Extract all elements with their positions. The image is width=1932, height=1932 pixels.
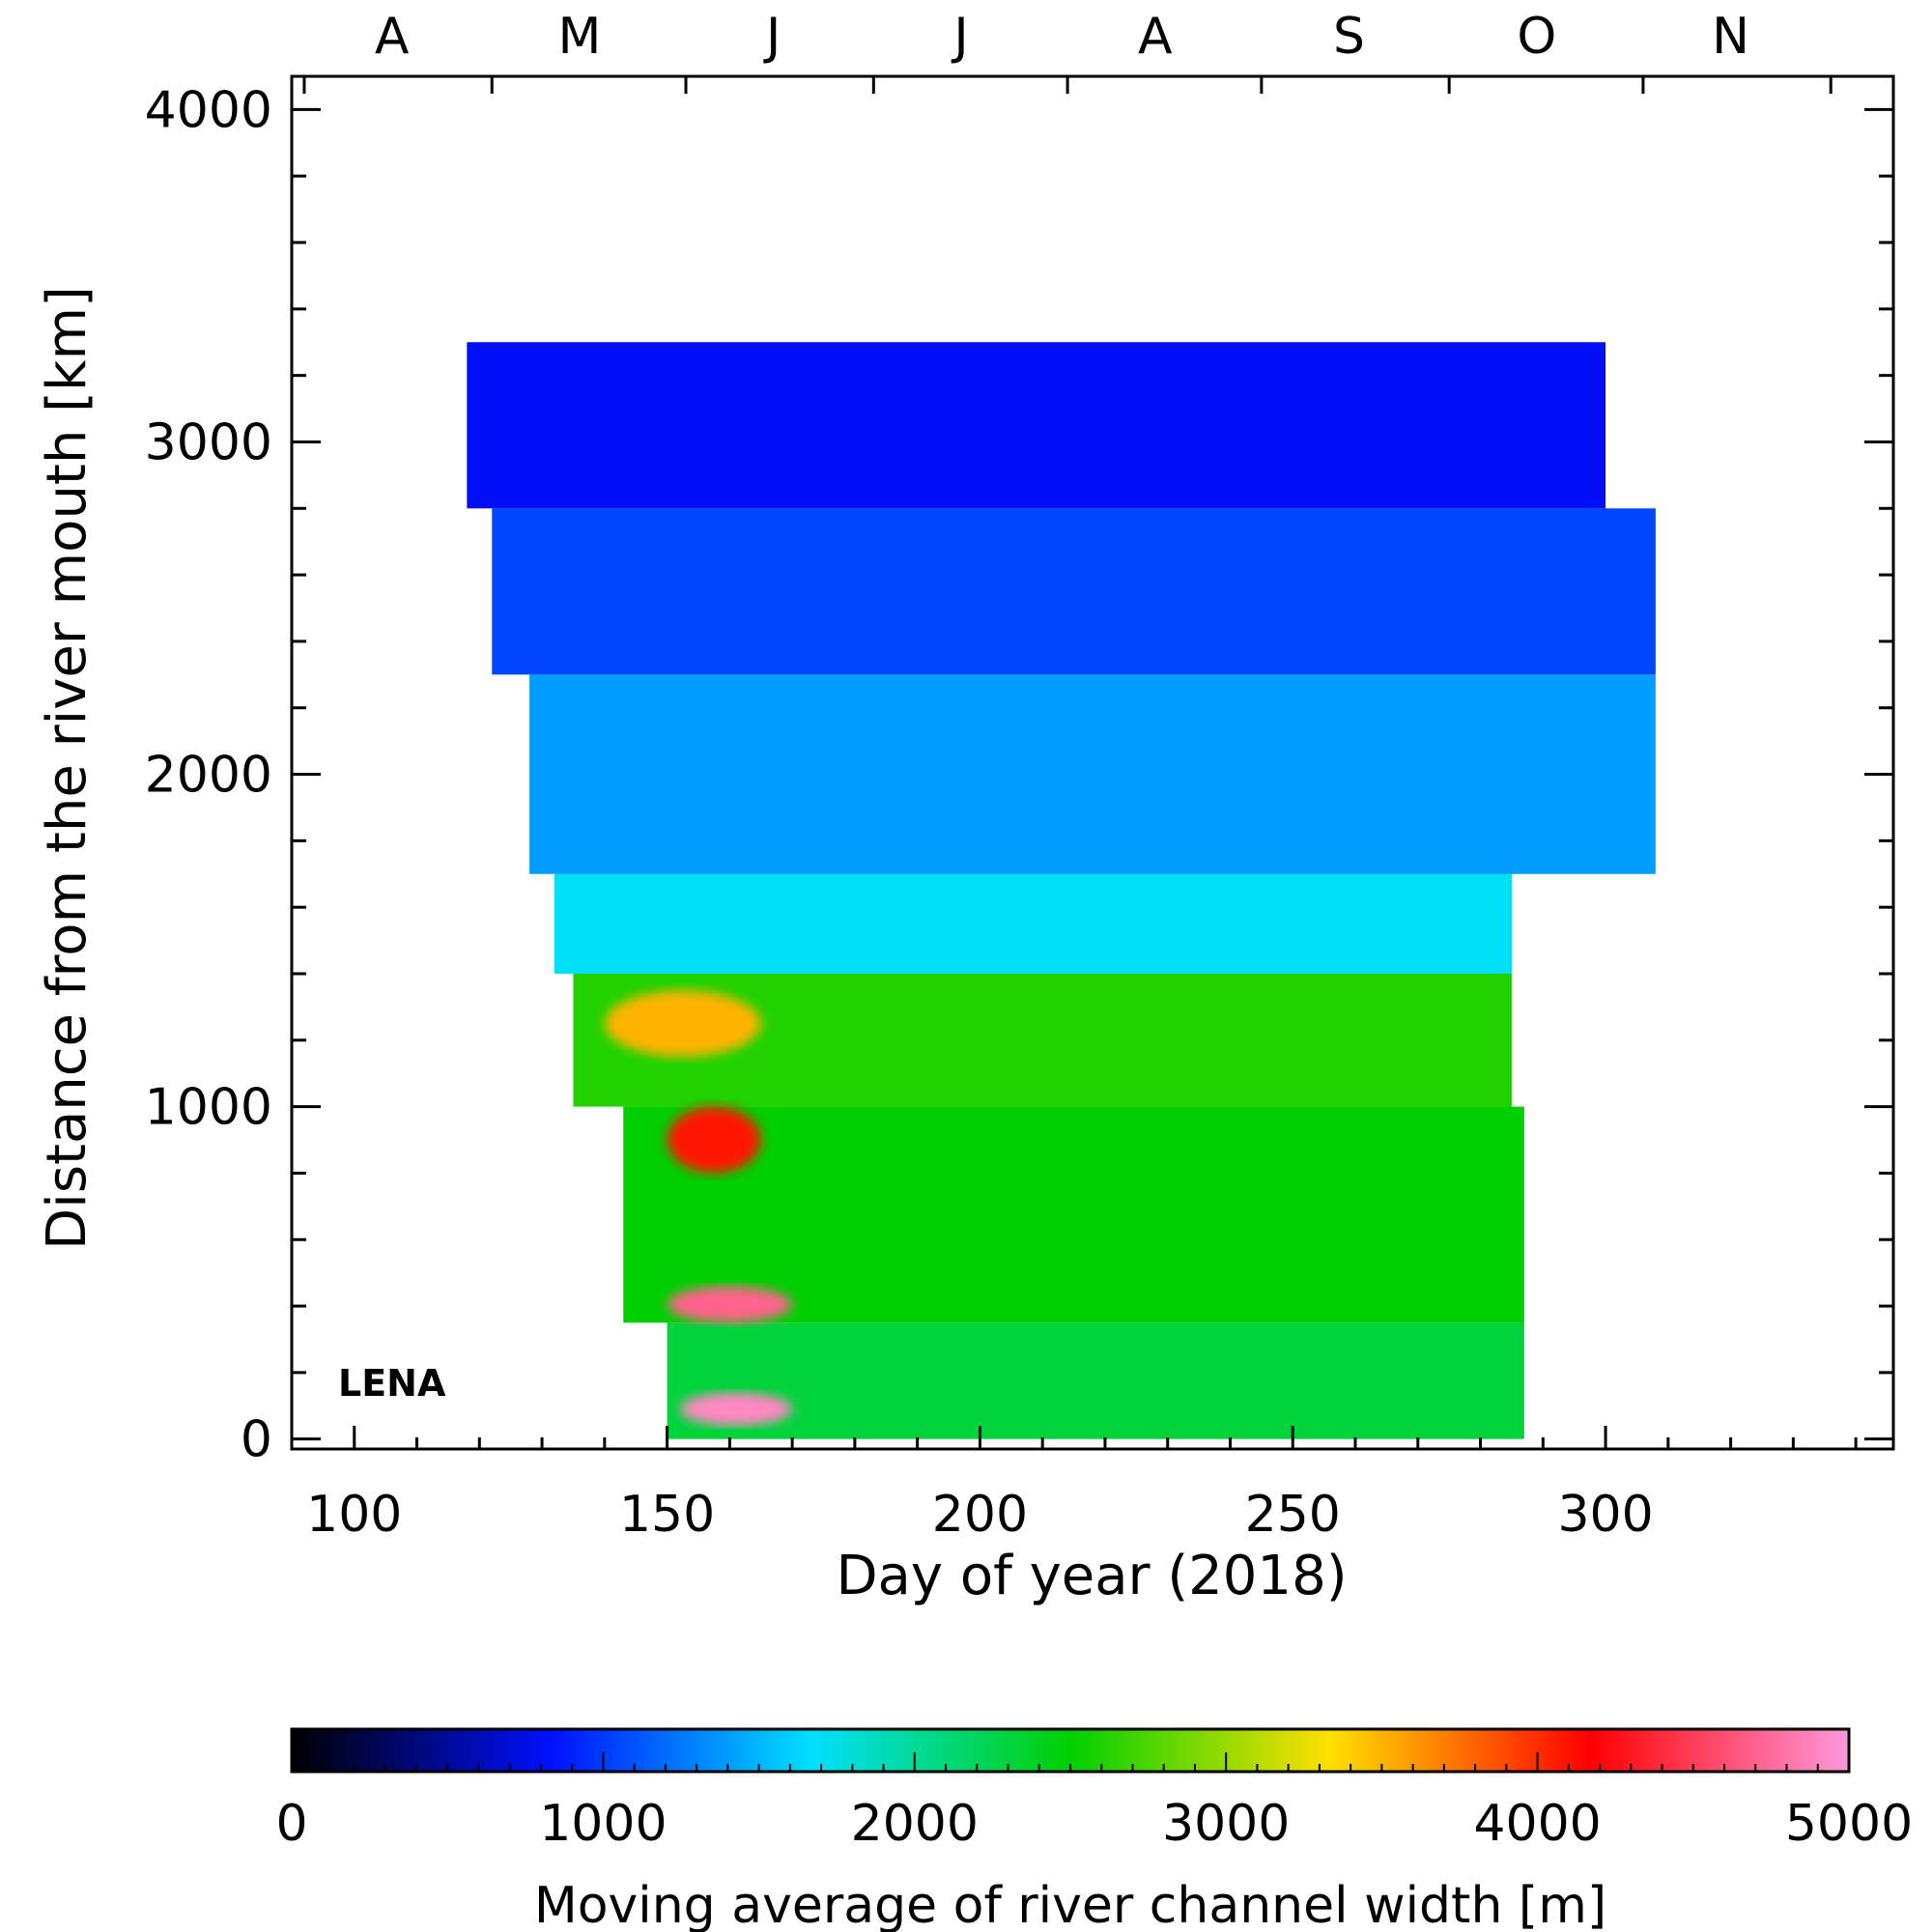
heat-region-0 [667, 1322, 1524, 1439]
colorbar-tick-label: 4000 [1473, 1795, 1601, 1853]
x-tick-label: 200 [932, 1486, 1028, 1544]
y-axis-title: Distance from the river mouth [km] [36, 286, 99, 1250]
x-axis: 100 150 200 250 300 [306, 1426, 1858, 1544]
colorbar-title: Moving average of river channel width [m… [534, 1877, 1606, 1932]
month-label: J [951, 8, 968, 66]
x-tick-label: 150 [619, 1486, 715, 1544]
panel-label: LENA [338, 1362, 446, 1405]
y-axis: 0 1000 2000 3000 4000 [145, 81, 1893, 1469]
heat-region-1 [623, 1106, 1524, 1323]
month-label: A [375, 8, 410, 66]
colorbar-tick-label: 3000 [1162, 1795, 1290, 1853]
y-tick-label: 1000 [145, 1079, 272, 1137]
heat-region-5 [492, 508, 1656, 675]
month-label: A [1138, 8, 1173, 66]
plot-frame [290, 74, 1895, 1451]
month-label: O [1517, 8, 1556, 66]
heatmap-layer [467, 342, 1656, 1439]
x-axis-title: Day of year (2018) [836, 1545, 1347, 1607]
x-tick-label: 250 [1245, 1486, 1341, 1544]
colorbar-ticks: 0 1000 2000 3000 4000 5000 [275, 1752, 1913, 1853]
month-label: J [763, 8, 781, 66]
colorbar-tick-label: 1000 [539, 1795, 667, 1853]
heat-region-3 [554, 873, 1512, 974]
colorbar-tick-label: 2000 [851, 1795, 979, 1853]
heat-hotspot-2 [667, 1106, 761, 1174]
heat-hotspot-1 [667, 1286, 793, 1323]
y-tick-label: 2000 [145, 747, 272, 805]
heat-region-6 [467, 342, 1606, 509]
heat-hotspot-3 [604, 990, 761, 1058]
y-tick-label: 3000 [145, 413, 272, 471]
month-label: N [1712, 8, 1749, 66]
month-label: S [1333, 8, 1365, 66]
x-tick-label: 100 [306, 1486, 402, 1544]
month-label: M [557, 8, 601, 66]
colorbar-tick-label: 5000 [1785, 1795, 1913, 1853]
colorbar: 0 1000 2000 3000 4000 5000 Moving average of … [275, 1727, 1913, 1932]
x-tick-label: 300 [1557, 1486, 1653, 1544]
heatmap-hotspots [604, 990, 793, 1426]
heat-hotspot-0 [679, 1392, 793, 1426]
heat-region-4 [529, 674, 1656, 874]
colorbar-tick-label: 0 [275, 1795, 307, 1853]
y-tick-label: 4000 [145, 81, 272, 139]
y-tick-label: 0 [241, 1411, 272, 1469]
